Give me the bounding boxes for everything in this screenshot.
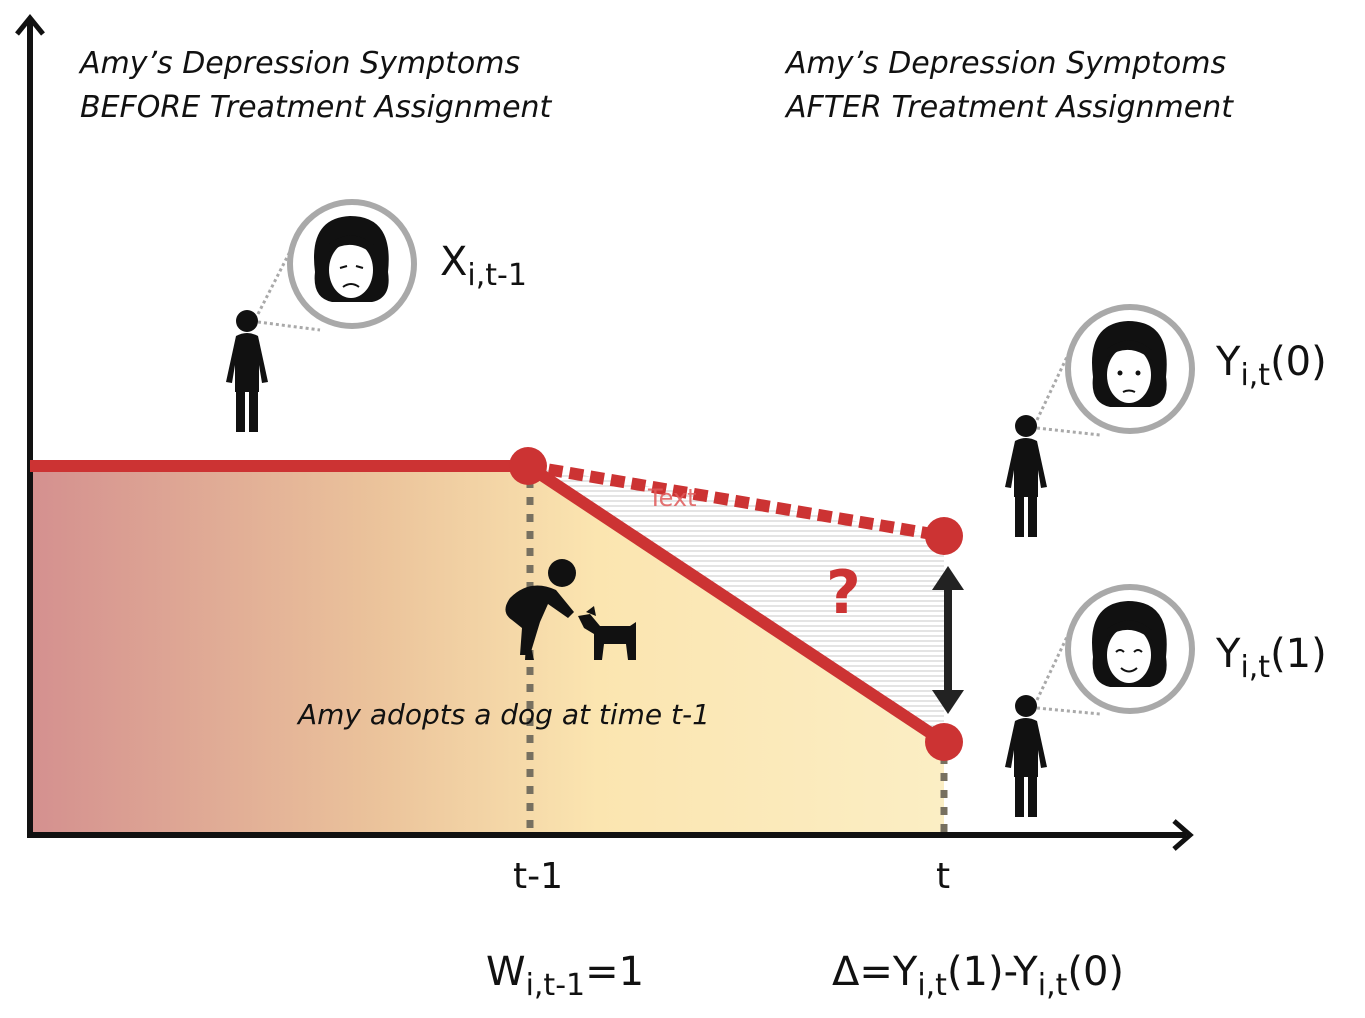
x-sub: i,t-1 [467,258,527,293]
question-mark: ? [826,558,861,628]
overlay-text-label: Text [648,484,697,512]
treatment-indicator-label: Wi,t-1=1 [486,952,644,1001]
x-main: X [440,239,468,285]
delta-part2: (1)-Y [946,949,1038,995]
x-pre-treatment-label: Xi,t-1 [440,242,527,291]
delta-sub2: i,t [1037,968,1068,1003]
bubble-connector-before [256,231,321,332]
before-caption-line2: BEFORE Treatment Assignment [80,90,552,125]
y1-tail: (1) [1270,631,1327,677]
w-tail: =1 [585,949,645,995]
point-y0 [925,517,963,555]
person-y1 [1005,695,1047,817]
after-caption-line2: AFTER Treatment Assignment [786,90,1233,125]
y1-main: Y [1216,631,1241,677]
y0-label: Yi,t(0) [1216,342,1327,391]
neutral-face-icon [1065,304,1195,434]
counterfactual-line [527,460,945,542]
w-main: W [486,949,526,995]
after-caption-line1: Amy’s Depression Symptoms [786,46,1227,81]
sad-face-icon [287,199,417,329]
before-caption-line1: Amy’s Depression Symptoms [80,46,521,81]
effect-double-arrow [932,566,964,714]
tick-t-minus-1: t-1 [513,856,564,897]
happy-face-icon [1065,584,1195,714]
w-sub: i,t-1 [525,968,586,1003]
delta-effect-label: Δ=Yi,t(1)-Yi,t(0) [832,952,1124,1001]
delta-part1: Δ=Y [832,949,918,995]
dog-adoption-icon [505,559,636,660]
person-before [226,310,268,432]
treated-line [524,461,948,747]
delta-sub1: i,t [917,968,947,1003]
person-y0 [1005,415,1047,537]
y1-sub: i,t [1240,650,1271,685]
tick-t: t [936,856,951,897]
after-caption: Amy’s Depression Symptoms AFTER Treatmen… [786,42,1233,130]
y0-sub: i,t [1240,358,1271,393]
area-under-curve [30,466,944,835]
before-caption: Amy’s Depression Symptoms BEFORE Treatme… [80,42,551,130]
y0-main: Y [1216,339,1241,385]
point-y1 [925,723,963,761]
delta-part3: (0) [1067,949,1125,995]
y-axis-arrowhead [15,14,45,36]
y1-label: Yi,t(1) [1216,634,1327,683]
point-t-minus-1 [509,447,547,485]
y0-tail: (0) [1270,339,1327,385]
dog-event-caption: Amy adopts a dog at time t-1 [298,698,710,731]
x-axis-arrowhead [1172,819,1194,851]
